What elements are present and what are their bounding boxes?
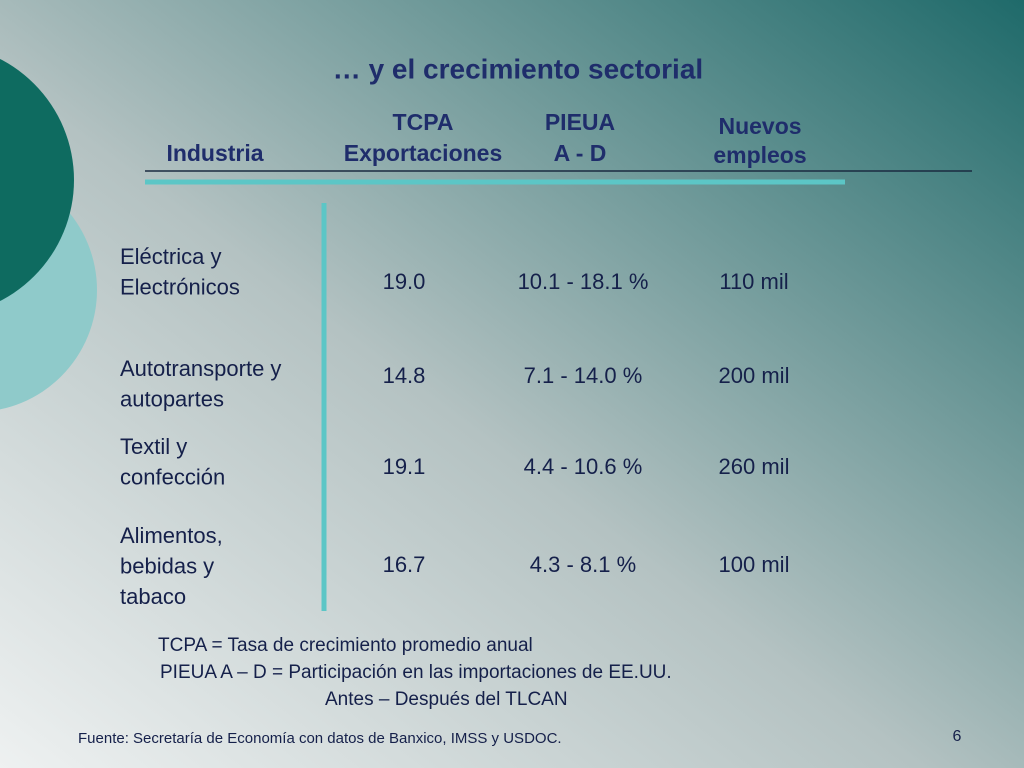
footnote: Antes – Después del TLCAN (325, 689, 568, 710)
cell-value: 4.4 - 10.6 % (524, 454, 643, 479)
column-header: TCPA (393, 109, 454, 135)
industry-name: Electrónicos (120, 274, 240, 299)
column-header: empleos (713, 142, 806, 168)
decor-circle-dark (0, 58, 74, 302)
cell-value: 14.8 (383, 363, 426, 388)
cell-value: 19.0 (383, 269, 426, 294)
cell-value: 100 mil (719, 552, 790, 577)
column-header: A - D (554, 140, 607, 166)
column-header: Nuevos (718, 113, 801, 139)
cell-value: 16.7 (383, 552, 426, 577)
slide-title: … y el crecimiento sectorial (333, 53, 703, 84)
industry-name: Eléctrica y (120, 244, 221, 269)
industry-name: tabaco (120, 584, 186, 609)
page-number: 6 (953, 728, 962, 745)
industry-name: autopartes (120, 386, 224, 411)
footnote: TCPA = Tasa de crecimiento promedio anua… (158, 635, 533, 656)
industry-name: Autotransporte y (120, 356, 281, 381)
cell-value: 19.1 (383, 454, 426, 479)
industry-name: Alimentos, (120, 523, 223, 548)
cell-value: 7.1 - 14.0 % (524, 363, 643, 388)
cell-value: 4.3 - 8.1 % (530, 552, 636, 577)
column-header: PIEUA (545, 109, 615, 135)
source: Fuente: Secretaría de Economía con datos… (78, 730, 562, 747)
cell-value: 10.1 - 18.1 % (518, 269, 649, 294)
industry-name: Textil y (120, 434, 187, 459)
column-header: Exportaciones (344, 140, 503, 166)
footnote: PIEUA A – D = Participación en las impor… (160, 662, 672, 683)
industry-name: confección (120, 464, 225, 489)
industry-name: bebidas y (120, 553, 214, 578)
column-header: Industria (166, 140, 263, 166)
cell-value: 260 mil (719, 454, 790, 479)
cell-value: 110 mil (719, 269, 788, 294)
cell-value: 200 mil (719, 363, 790, 388)
